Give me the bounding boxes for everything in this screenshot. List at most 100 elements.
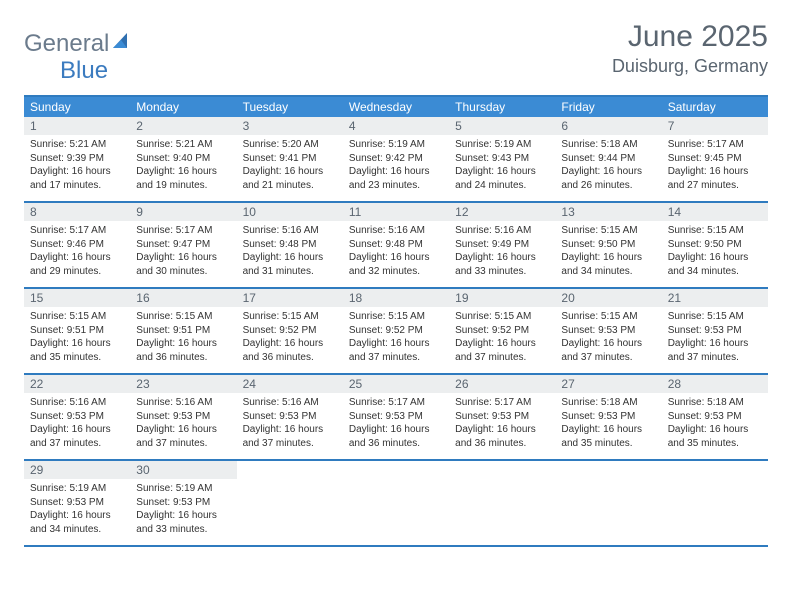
day-content: Sunrise: 5:18 AMSunset: 9:53 PMDaylight:… xyxy=(555,393,661,456)
day-ss: Sunset: 9:46 PM xyxy=(30,238,124,252)
day-ss: Sunset: 9:49 PM xyxy=(455,238,549,252)
day-d2: and 37 minutes. xyxy=(668,351,762,365)
day-sr: Sunrise: 5:15 AM xyxy=(243,310,337,324)
day-d1: Daylight: 16 hours xyxy=(561,165,655,179)
day-content: Sunrise: 5:15 AMSunset: 9:53 PMDaylight:… xyxy=(662,307,768,370)
day-d1: Daylight: 16 hours xyxy=(668,251,762,265)
day-cell: 1Sunrise: 5:21 AMSunset: 9:39 PMDaylight… xyxy=(24,117,130,201)
day-number: 17 xyxy=(237,289,343,307)
day-d2: and 19 minutes. xyxy=(136,179,230,193)
day-ss: Sunset: 9:51 PM xyxy=(30,324,124,338)
day-sr: Sunrise: 5:17 AM xyxy=(136,224,230,238)
day-number: 8 xyxy=(24,203,130,221)
week-row: 15Sunrise: 5:15 AMSunset: 9:51 PMDayligh… xyxy=(24,289,768,375)
day-d1: Daylight: 16 hours xyxy=(455,251,549,265)
day-number: 13 xyxy=(555,203,661,221)
day-sr: Sunrise: 5:16 AM xyxy=(455,224,549,238)
day-content: Sunrise: 5:16 AMSunset: 9:49 PMDaylight:… xyxy=(449,221,555,284)
day-content: Sunrise: 5:21 AMSunset: 9:40 PMDaylight:… xyxy=(130,135,236,198)
day-content: Sunrise: 5:17 AMSunset: 9:53 PMDaylight:… xyxy=(343,393,449,456)
day-cell: 17 Sunrise: 5:15 AMSunset: 9:52 PMDayligh… xyxy=(237,289,343,373)
day-ss: Sunset: 9:40 PM xyxy=(136,152,230,166)
day-number: 27 xyxy=(555,375,661,393)
day-number: 30 xyxy=(130,461,236,479)
day-number: 28 xyxy=(662,375,768,393)
day-number: 11 xyxy=(343,203,449,221)
day-content: Sunrise: 5:17 AMSunset: 9:46 PMDaylight:… xyxy=(24,221,130,284)
day-ss: Sunset: 9:45 PM xyxy=(668,152,762,166)
day-d2: and 37 minutes. xyxy=(136,437,230,451)
day-cell: 16Sunrise: 5:15 AMSunset: 9:51 PMDayligh… xyxy=(130,289,236,373)
day-d2: and 37 minutes. xyxy=(243,437,337,451)
day-d2: and 37 minutes. xyxy=(30,437,124,451)
day-content: Sunrise: 5:19 AMSunset: 9:42 PMDaylight:… xyxy=(343,135,449,198)
day-ss: Sunset: 9:52 PM xyxy=(243,324,337,338)
day-ss: Sunset: 9:52 PM xyxy=(455,324,549,338)
day-cell: 18Sunrise: 5:15 AMSunset: 9:52 PMDayligh… xyxy=(343,289,449,373)
day-ss: Sunset: 9:41 PM xyxy=(243,152,337,166)
day-cell: 25Sunrise: 5:17 AMSunset: 9:53 PMDayligh… xyxy=(343,375,449,459)
day-content: Sunrise: 5:19 AMSunset: 9:53 PMDaylight:… xyxy=(130,479,236,542)
day-content: Sunrise: 5:15 AMSunset: 9:52 PMDaylight:… xyxy=(343,307,449,370)
day-sr: Sunrise: 5:17 AM xyxy=(349,396,443,410)
day-number: 9 xyxy=(130,203,236,221)
day-d1: Daylight: 16 hours xyxy=(349,423,443,437)
day-d2: and 36 minutes. xyxy=(243,351,337,365)
day-number: 3 xyxy=(237,117,343,135)
day-cell: 4Sunrise: 5:19 AMSunset: 9:42 PMDaylight… xyxy=(343,117,449,201)
day-d2: and 35 minutes. xyxy=(668,437,762,451)
day-number: 5 xyxy=(449,117,555,135)
day-sr: Sunrise: 5:15 AM xyxy=(136,310,230,324)
day-sr: Sunrise: 5:15 AM xyxy=(561,224,655,238)
day-ss: Sunset: 9:52 PM xyxy=(349,324,443,338)
day-sr: Sunrise: 5:15 AM xyxy=(561,310,655,324)
day-number: 1 xyxy=(24,117,130,135)
day-d1: Daylight: 16 hours xyxy=(136,509,230,523)
day-d2: and 37 minutes. xyxy=(349,351,443,365)
day-d1: Daylight: 16 hours xyxy=(455,423,549,437)
day-d2: and 37 minutes. xyxy=(561,351,655,365)
day-cell: 30Sunrise: 5:19 AMSunset: 9:53 PMDayligh… xyxy=(130,461,236,545)
location: Duisburg, Germany xyxy=(612,56,768,77)
day-number: 25 xyxy=(343,375,449,393)
day-content: Sunrise: 5:18 AMSunset: 9:44 PMDaylight:… xyxy=(555,135,661,198)
day-ss: Sunset: 9:53 PM xyxy=(668,410,762,424)
day-ss: Sunset: 9:53 PM xyxy=(243,410,337,424)
day-d2: and 36 minutes. xyxy=(455,437,549,451)
day-d1: Daylight: 16 hours xyxy=(455,165,549,179)
day-cell: . xyxy=(449,461,555,545)
day-ss: Sunset: 9:53 PM xyxy=(561,410,655,424)
day-d2: and 33 minutes. xyxy=(136,523,230,537)
day-number: 16 xyxy=(130,289,236,307)
day-header: Friday xyxy=(555,97,661,117)
day-cell: 7Sunrise: 5:17 AMSunset: 9:45 PMDaylight… xyxy=(662,117,768,201)
day-d1: Daylight: 16 hours xyxy=(243,251,337,265)
day-content: Sunrise: 5:15 AMSunset: 9:51 PMDaylight:… xyxy=(130,307,236,370)
day-d2: and 29 minutes. xyxy=(30,265,124,279)
calendar: Sunday Monday Tuesday Wednesday Thursday… xyxy=(24,95,768,547)
day-sr: Sunrise: 5:15 AM xyxy=(668,224,762,238)
day-d1: Daylight: 16 hours xyxy=(668,337,762,351)
day-sr: Sunrise: 5:15 AM xyxy=(455,310,549,324)
day-ss: Sunset: 9:53 PM xyxy=(349,410,443,424)
day-d2: and 37 minutes. xyxy=(455,351,549,365)
day-number: 18 xyxy=(343,289,449,307)
day-d1: Daylight: 16 hours xyxy=(243,337,337,351)
day-ss: Sunset: 9:53 PM xyxy=(561,324,655,338)
day-cell: 5Sunrise: 5:19 AMSunset: 9:43 PMDaylight… xyxy=(449,117,555,201)
day-sr: Sunrise: 5:15 AM xyxy=(349,310,443,324)
day-number: 26 xyxy=(449,375,555,393)
day-ss: Sunset: 9:48 PM xyxy=(349,238,443,252)
day-ss: Sunset: 9:51 PM xyxy=(136,324,230,338)
day-ss: Sunset: 9:39 PM xyxy=(30,152,124,166)
day-d1: Daylight: 16 hours xyxy=(136,337,230,351)
day-content: Sunrise: 5:17 AMSunset: 9:47 PMDaylight:… xyxy=(130,221,236,284)
day-cell: 8Sunrise: 5:17 AMSunset: 9:46 PMDaylight… xyxy=(24,203,130,287)
day-content: Sunrise: 5:17 AMSunset: 9:53 PMDaylight:… xyxy=(449,393,555,456)
day-cell: 13Sunrise: 5:15 AMSunset: 9:50 PMDayligh… xyxy=(555,203,661,287)
day-content: Sunrise: 5:15 AMSunset: 9:52 PMDaylight:… xyxy=(449,307,555,370)
day-ss: Sunset: 9:53 PM xyxy=(136,410,230,424)
day-sr: Sunrise: 5:17 AM xyxy=(30,224,124,238)
day-d2: and 32 minutes. xyxy=(349,265,443,279)
day-cell: 11Sunrise: 5:16 AMSunset: 9:48 PMDayligh… xyxy=(343,203,449,287)
